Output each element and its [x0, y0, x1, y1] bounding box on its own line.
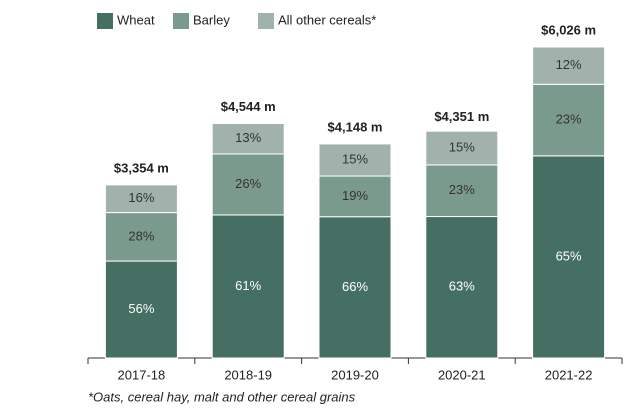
x-tick-label: 2017-18 [118, 367, 166, 382]
bar-segment [211, 214, 285, 359]
segment-label: 12% [556, 57, 582, 72]
segment-label: 26% [235, 176, 261, 191]
x-tick-label: 2019-20 [331, 367, 379, 382]
bar-segment [318, 216, 392, 359]
x-tick-label: 2021-22 [545, 367, 593, 382]
x-tick-label: 2018-19 [224, 367, 272, 382]
legend-swatch [173, 13, 189, 29]
bar-segment [104, 260, 178, 359]
total-label: $4,351 m [434, 109, 489, 124]
total-label: $4,148 m [328, 119, 383, 134]
segment-label: 15% [449, 139, 475, 154]
legend-label: Wheat [117, 12, 155, 27]
bar-segment [425, 164, 499, 218]
segment-label: 15% [342, 151, 368, 166]
segment-label: 66% [342, 279, 368, 294]
segment-label: 65% [556, 248, 582, 263]
footnote: *Oats, cereal hay, malt and other cereal… [88, 389, 356, 404]
bar-segment [318, 175, 392, 218]
total-label: $3,354 m [114, 160, 169, 175]
segment-label: 19% [342, 188, 368, 203]
bar-segment [425, 216, 499, 359]
bar-segment [211, 122, 285, 155]
total-label: $4,544 m [221, 99, 276, 114]
bar-segment [532, 46, 606, 85]
bar-segment [425, 130, 499, 166]
segment-label: 61% [235, 278, 261, 293]
bar-segment [318, 143, 392, 177]
legend-label: All other cereals* [278, 12, 376, 27]
bar-segment [211, 153, 285, 216]
legend-label: Barley [193, 12, 230, 27]
bar-segment [104, 184, 178, 214]
segment-label: 56% [128, 301, 154, 316]
segment-label: 63% [449, 279, 475, 294]
segment-label: 16% [128, 190, 154, 205]
bar-segment [104, 212, 178, 262]
segment-label: 13% [235, 130, 261, 145]
legend-swatch [258, 13, 274, 29]
total-label: $6,026 m [541, 22, 596, 37]
legend-swatch [97, 13, 113, 29]
segment-label: 28% [128, 228, 154, 243]
segment-label: 23% [449, 182, 475, 197]
segment-label: 23% [556, 112, 582, 127]
bar-segment [532, 155, 606, 359]
bar-segment [532, 83, 606, 157]
x-tick-label: 2020-21 [438, 367, 486, 382]
